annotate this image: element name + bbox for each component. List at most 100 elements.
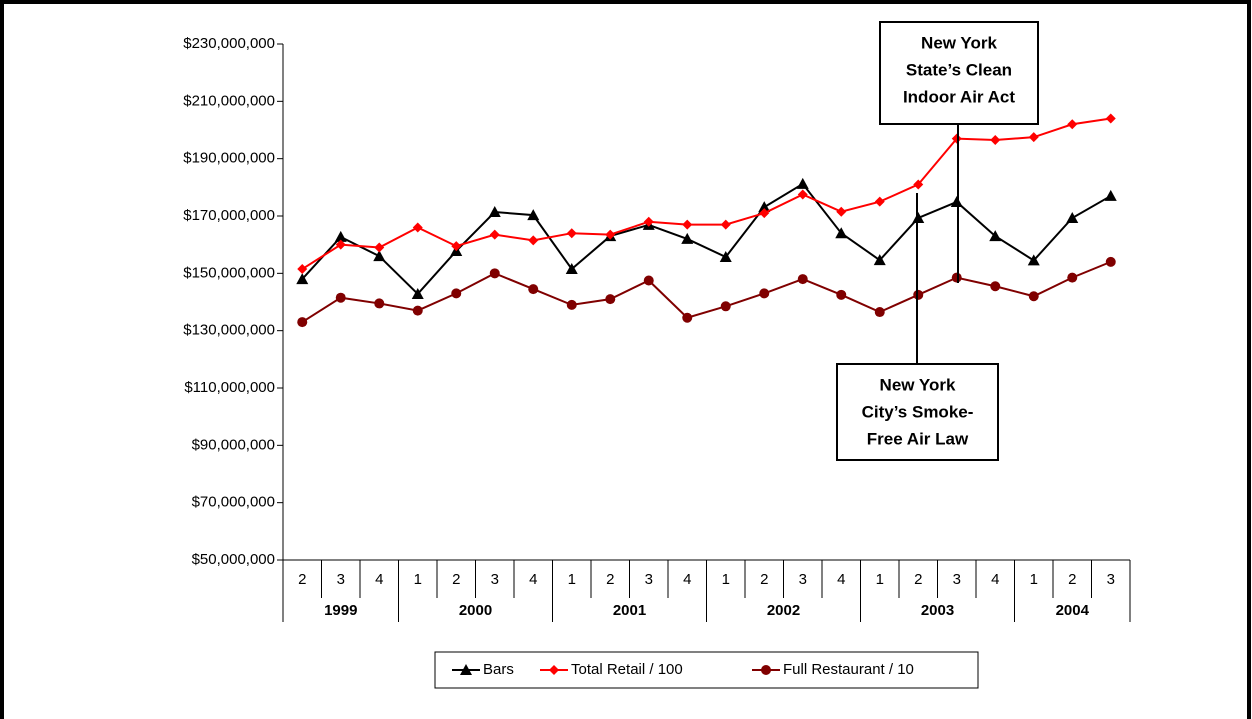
x-tick-label: 2 [760,571,768,588]
data-point [990,281,1001,292]
legend-marker [761,665,771,675]
data-point [796,177,809,189]
x-tick-label: 3 [953,571,961,588]
data-point [1105,113,1116,124]
x-tick-label: 2 [1068,571,1076,588]
series-line [301,182,1112,296]
data-point [643,275,654,286]
y-tick-label: $70,000,000 [192,494,275,511]
x-tick-label: 1 [568,571,576,588]
data-point [335,239,346,250]
data-point [527,209,540,221]
data-point [797,274,808,285]
x-tick-label: 3 [645,571,653,588]
data-point [874,307,885,318]
x-tick-label: 4 [529,571,537,588]
x-tick-label: 1 [1030,571,1038,588]
y-tick-label: $110,000,000 [184,379,275,396]
data-point [565,263,578,275]
group-label: 2000 [459,602,492,619]
data-point [836,206,847,217]
data-point [1066,212,1079,224]
y-tick-label: $210,000,000 [183,92,275,109]
x-tick-label: 4 [991,571,999,588]
legend-marker [460,664,472,675]
data-point [682,312,693,323]
y-tick-label: $170,000,000 [183,207,275,224]
data-point [528,235,539,246]
annotation-text: State’s Clean [906,60,1012,79]
data-point [682,219,693,230]
data-point [412,305,423,316]
data-point [950,195,963,207]
y-tick-label: $190,000,000 [183,150,275,167]
x-tick-label: 3 [337,571,345,588]
data-point [720,219,731,230]
data-point [951,133,962,144]
data-point [451,288,462,299]
data-point [1028,291,1039,302]
data-point [836,289,847,300]
data-point [412,222,423,233]
data-point [334,230,347,242]
data-point [951,272,962,283]
series-line [301,260,1112,323]
data-point [566,299,577,310]
data-point [411,287,424,299]
y-tick-label: $150,000,000 [183,264,275,281]
data-point [1028,132,1039,143]
data-point [912,212,925,224]
x-tick-label: 2 [452,571,460,588]
data-point [335,292,346,303]
data-point [373,250,386,262]
annotation-text: Free Air Law [867,429,969,448]
data-point [1067,119,1078,130]
x-tick-label: 4 [683,571,691,588]
x-tick-label: 4 [837,571,845,588]
data-point [681,232,694,244]
data-point [874,196,885,207]
x-tick-label: 3 [799,571,807,588]
data-point [913,289,924,300]
data-point [720,301,731,312]
x-tick-label: 2 [298,571,306,588]
x-tick-label: 2 [606,571,614,588]
data-point [1067,272,1078,283]
y-tick-label: $50,000,000 [192,551,275,568]
legend-label: Total Retail / 100 [571,661,683,678]
data-point [297,317,308,328]
y-tick-label: $90,000,000 [192,436,275,453]
annotation-text: New York [880,375,956,394]
data-point [758,201,771,213]
x-tick-label: 1 [414,571,422,588]
data-point [605,294,616,305]
group-label: 2004 [1056,602,1090,619]
data-point [566,228,577,239]
x-tick-label: 3 [1107,571,1115,588]
data-point [489,229,500,240]
x-tick-label: 2 [914,571,922,588]
data-point [873,254,886,266]
data-point [643,216,654,227]
data-point [719,250,732,262]
series-line [301,117,1111,270]
legend-label: Bars [483,661,514,678]
data-point [605,229,616,240]
data-point [1104,189,1117,201]
annotation-text: City’s Smoke- [862,402,974,421]
data-point [374,298,385,309]
y-tick-label: $230,000,000 [183,35,275,52]
x-tick-label: 3 [491,571,499,588]
annotation-text: Indoor Air Act [903,87,1015,106]
data-point [528,284,539,295]
data-point [296,273,309,285]
annotation-box [836,363,999,461]
data-point [759,288,770,299]
legend-label: Full Restaurant / 10 [783,661,914,678]
data-point [1105,256,1116,267]
data-point [451,241,462,252]
data-point [759,208,770,219]
data-point [297,264,308,275]
data-point [488,205,501,217]
